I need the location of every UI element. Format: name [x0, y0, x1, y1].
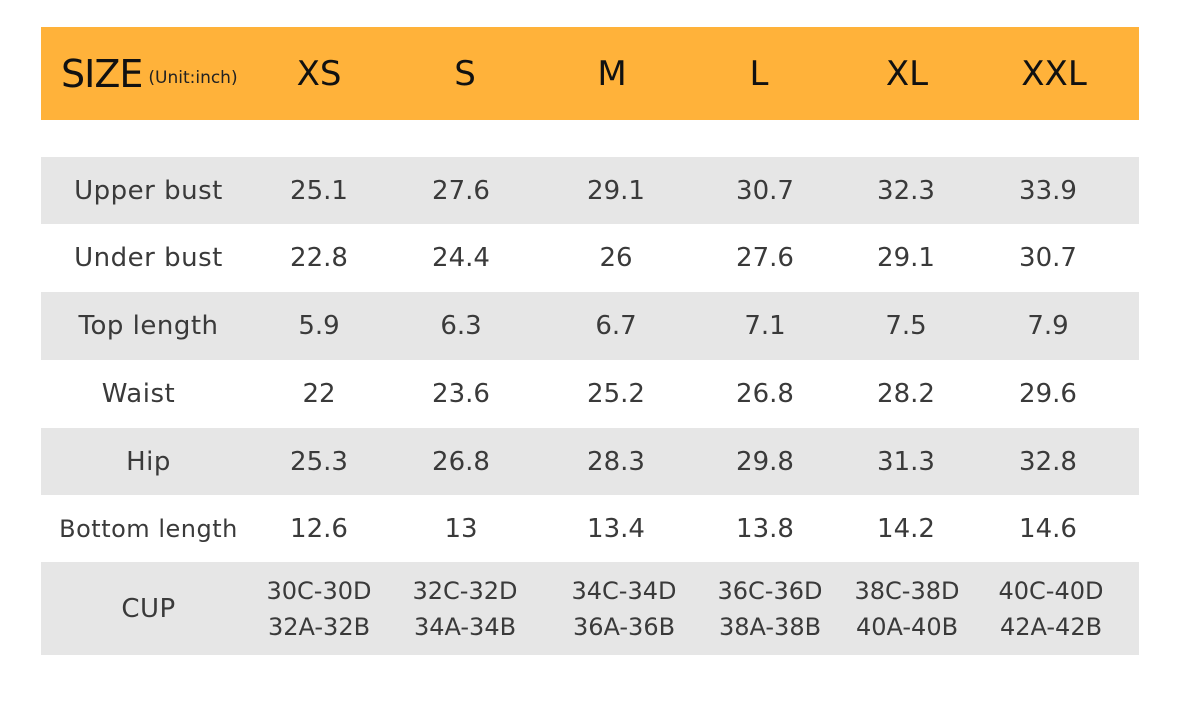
- cup-cell: 30C-30D 32A-32B: [244, 562, 394, 655]
- table-cell: 26: [599, 243, 633, 273]
- table-row-waist: Waist 22 23.6 25.2 26.8 28.2 29.6: [41, 360, 1139, 428]
- size-m-header: M: [597, 53, 627, 94]
- table-cell: 32.8: [1019, 446, 1077, 477]
- size-xl-header: XL: [885, 53, 929, 94]
- table-cell: 25.3: [290, 446, 348, 477]
- cup-range-secondary: 38A-38B: [718, 612, 822, 641]
- cup-range-secondary: 40A-40B: [855, 612, 959, 641]
- table-cell: 22: [302, 379, 336, 409]
- cup-range-primary: 40C-40D: [998, 576, 1104, 605]
- size-chart-header: SIZE (Unit:inch) XS S M L XL XXL: [41, 27, 1139, 120]
- table-row-hip: Hip 25.3 26.8 28.3 29.8 31.3 32.8: [41, 428, 1139, 495]
- table-row-top-length: Top length 5.9 6.3 6.7 7.1 7.5 7.9: [41, 292, 1139, 360]
- table-row-bottom-length: Bottom length 12.6 13 13.4 13.8 14.2 14.…: [41, 495, 1139, 562]
- table-cell: 24.4: [432, 243, 490, 273]
- table-cell: 26.8: [736, 379, 794, 409]
- table-cell: 27.6: [432, 175, 490, 206]
- cup-range-primary: 32C-32D: [412, 576, 518, 605]
- table-cell: 27.6: [736, 243, 794, 273]
- cup-range-primary: 38C-38D: [854, 576, 960, 605]
- table-cell: 29.8: [736, 446, 794, 477]
- size-xs-header: XS: [296, 53, 342, 94]
- table-cell: 23.6: [432, 379, 490, 409]
- size-l-header: L: [749, 53, 769, 94]
- table-cell: 28.2: [877, 379, 935, 409]
- cup-cell: 36C-36D 38A-38B: [695, 562, 845, 655]
- row-label: CUP: [121, 593, 176, 624]
- table-cell: 14.2: [877, 513, 935, 544]
- cup-range-secondary: 36A-36B: [572, 612, 676, 641]
- size-xxl-header: XXL: [1021, 53, 1087, 94]
- table-cell: 29.6: [1019, 379, 1077, 409]
- table-cell: 31.3: [877, 446, 935, 477]
- unit-label: (Unit:inch): [148, 67, 238, 88]
- table-cell: 29.1: [587, 175, 645, 206]
- size-title: SIZE: [61, 51, 143, 96]
- row-label: Hip: [126, 446, 171, 477]
- cup-range-primary: 30C-30D: [266, 576, 372, 605]
- cup-cell: 34C-34D 36A-36B: [549, 562, 699, 655]
- cup-range-secondary: 34A-34B: [413, 612, 517, 641]
- cup-range-secondary: 32A-32B: [267, 612, 371, 641]
- cup-range-primary: 36C-36D: [717, 576, 823, 605]
- table-cell: 33.9: [1019, 175, 1077, 206]
- table-cell: 7.9: [1027, 311, 1069, 341]
- row-label: Waist: [101, 379, 176, 409]
- table-row-cup: CUP 30C-30D 32A-32B 32C-32D 34A-34B 34C-…: [41, 562, 1139, 655]
- size-header-label: SIZE (Unit:inch): [61, 27, 238, 120]
- table-cell: 6.3: [440, 311, 482, 341]
- row-label: Upper bust: [74, 175, 223, 206]
- table-cell: 26.8: [432, 446, 490, 477]
- cup-cell: 40C-40D 42A-42B: [976, 562, 1126, 655]
- table-cell: 13: [444, 513, 478, 544]
- table-cell: 6.7: [595, 311, 637, 341]
- size-s-header: S: [454, 53, 476, 94]
- table-cell: 12.6: [290, 513, 348, 544]
- table-cell: 13.8: [736, 513, 794, 544]
- table-cell: 29.1: [877, 243, 935, 273]
- table-row-upper-bust: Upper bust 25.1 27.6 29.1 30.7 32.3 33.9: [41, 157, 1139, 224]
- cup-range-secondary: 42A-42B: [999, 612, 1103, 641]
- table-cell: 7.1: [744, 311, 786, 341]
- table-cell: 30.7: [736, 175, 794, 206]
- row-label: Under bust: [74, 243, 223, 273]
- table-cell: 25.1: [290, 175, 348, 206]
- cup-cell: 32C-32D 34A-34B: [390, 562, 540, 655]
- table-cell: 28.3: [587, 446, 645, 477]
- row-label: Bottom length: [59, 514, 238, 543]
- table-cell: 32.3: [877, 175, 935, 206]
- table-cell: 5.9: [298, 311, 340, 341]
- table-cell: 25.2: [587, 379, 645, 409]
- cup-range-primary: 34C-34D: [571, 576, 677, 605]
- cup-cell: 38C-38D 40A-40B: [832, 562, 982, 655]
- row-label: Top length: [78, 311, 219, 341]
- table-cell: 22.8: [290, 243, 348, 273]
- table-cell: 14.6: [1019, 513, 1077, 544]
- table-cell: 13.4: [587, 513, 645, 544]
- table-cell: 7.5: [885, 311, 927, 341]
- table-cell: 30.7: [1019, 243, 1077, 273]
- table-row-under-bust: Under bust 22.8 24.4 26 27.6 29.1 30.7: [41, 224, 1139, 292]
